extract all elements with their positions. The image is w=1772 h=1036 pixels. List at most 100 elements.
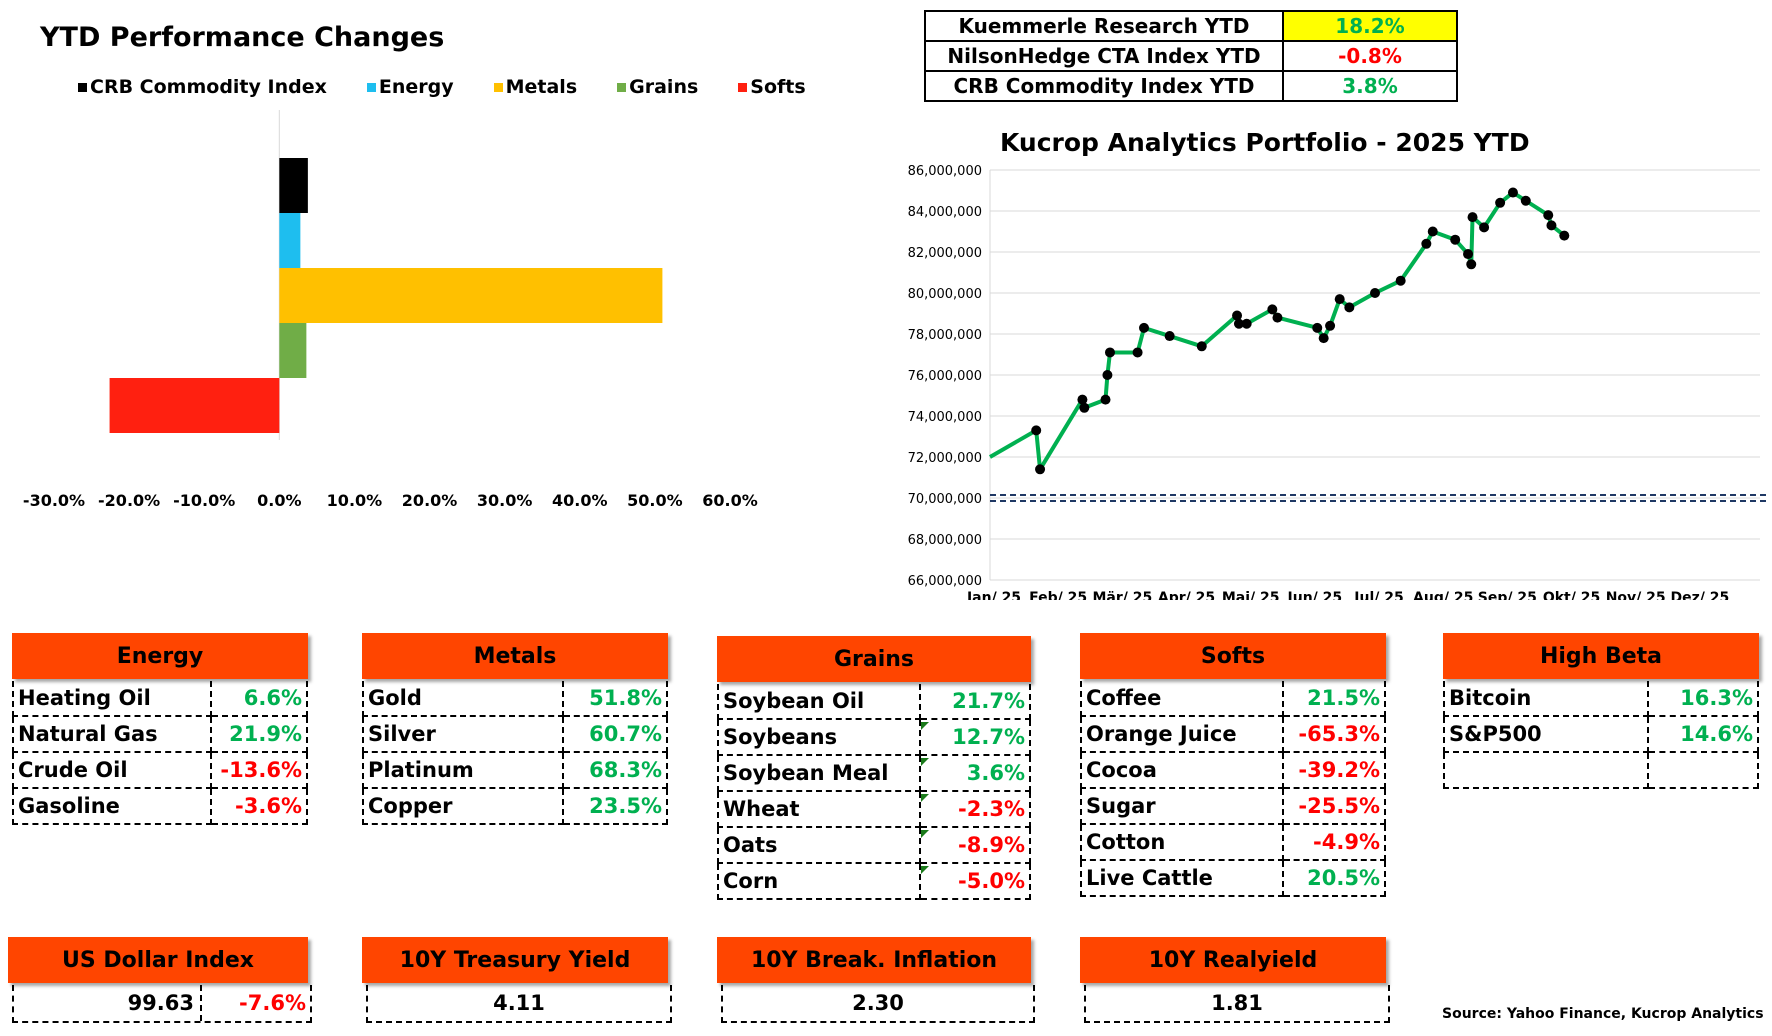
item-value-text: -3.6% bbox=[235, 794, 302, 818]
item-name: Sugar bbox=[1080, 788, 1284, 825]
ytd-row: NilsonHedge CTA Index YTD -0.8% bbox=[924, 40, 1458, 72]
ytd-label: CRB Commodity Index YTD bbox=[924, 70, 1284, 102]
table-row: Platinum 68.3% bbox=[362, 752, 668, 789]
item-value: -5.0% bbox=[920, 863, 1031, 900]
data-point bbox=[1233, 318, 1244, 329]
item-name: Corn bbox=[717, 863, 921, 900]
item-value-text: 12.7% bbox=[952, 725, 1025, 749]
legend-item: Metals bbox=[493, 76, 577, 98]
item-name: Heating Oil bbox=[12, 681, 212, 717]
item-name: Soybean Oil bbox=[717, 684, 921, 720]
bar-metals bbox=[279, 268, 663, 323]
table-row: Live Cattle 20.5% bbox=[1080, 860, 1386, 897]
macro-change: -7.6% bbox=[239, 991, 306, 1015]
macro-value: 4.11 bbox=[493, 991, 545, 1015]
item-value: 68.3% bbox=[563, 752, 668, 789]
x-tick-label: 0.0% bbox=[257, 491, 301, 510]
item-value-text: 21.9% bbox=[229, 722, 302, 746]
item-value-text: -2.3% bbox=[958, 797, 1025, 821]
10y-treasury-yield-header: 10Y Treasury Yield bbox=[362, 937, 668, 983]
data-point bbox=[1241, 318, 1252, 329]
grains-table: Soybean Oil 21.7% Soybeans 12.7% Soybean Mea… bbox=[717, 684, 1031, 900]
item-name: Cocoa bbox=[1080, 752, 1284, 789]
item-value: 12.7% bbox=[920, 719, 1031, 756]
item-name: Orange Juice bbox=[1080, 716, 1284, 753]
legend-label: Softs bbox=[750, 76, 806, 98]
data-point bbox=[1267, 304, 1278, 315]
comment-marker-icon bbox=[921, 794, 929, 802]
data-point bbox=[1035, 464, 1046, 475]
table-row: Gold 51.8% bbox=[362, 681, 668, 717]
item-value-text: -65.3% bbox=[1298, 722, 1380, 746]
us-dollar-index-header: US Dollar Index bbox=[8, 937, 308, 983]
portfolio-chart-title: Kucrop Analytics Portfolio - 2025 YTD bbox=[1000, 128, 1530, 157]
x-tick-label: 30.0% bbox=[477, 491, 533, 510]
data-point bbox=[1427, 226, 1438, 237]
y-tick-label: 78,000,000 bbox=[908, 328, 982, 343]
item-value: 60.7% bbox=[563, 716, 668, 753]
y-tick-label: 80,000,000 bbox=[908, 287, 982, 302]
x-tick-label: Sep/ 25 bbox=[1478, 590, 1537, 600]
bar-grains bbox=[279, 323, 307, 378]
data-point bbox=[1325, 320, 1336, 331]
legend-item: Energy bbox=[366, 76, 454, 98]
y-tick-label: 70,000,000 bbox=[908, 492, 982, 507]
item-value-text: 21.5% bbox=[1307, 686, 1380, 710]
y-tick-label: 82,000,000 bbox=[908, 246, 982, 261]
data-point bbox=[1232, 310, 1243, 321]
legend-label: Grains bbox=[629, 76, 699, 98]
data-point bbox=[1479, 222, 1490, 233]
bar-energy bbox=[279, 213, 301, 268]
table-row: Corn -5.0% bbox=[717, 863, 1031, 900]
performance-chart-title: YTD Performance Changes bbox=[40, 22, 445, 53]
table-row: Bitcoin 16.3% bbox=[1443, 681, 1759, 717]
bar-softs bbox=[109, 378, 280, 433]
source-note: Source: Yahoo Finance, Kucrop Analytics bbox=[1442, 1006, 1764, 1022]
item-name bbox=[1443, 752, 1649, 789]
legend-swatch bbox=[493, 82, 503, 92]
item-name: Bitcoin bbox=[1443, 681, 1649, 717]
table-row: Cotton -4.9% bbox=[1080, 824, 1386, 861]
data-point bbox=[1344, 302, 1355, 313]
legend-swatch bbox=[738, 82, 748, 92]
comment-marker-icon bbox=[921, 758, 929, 766]
table-row: Crude Oil -13.6% bbox=[12, 752, 308, 789]
ytd-row: CRB Commodity Index YTD 3.8% bbox=[924, 70, 1458, 102]
item-name: Gold bbox=[362, 681, 564, 717]
x-tick-label: Mai/ 25 bbox=[1222, 590, 1280, 600]
table-row: Soybean Meal 3.6% bbox=[717, 755, 1031, 792]
data-point bbox=[1079, 402, 1090, 413]
metals-table: Gold 51.8% Silver 60.7% Platinum 68.3% Copper 2… bbox=[362, 681, 668, 825]
x-tick-label: 20.0% bbox=[402, 491, 458, 510]
data-point bbox=[1102, 370, 1113, 380]
table-row: Soybeans 12.7% bbox=[717, 719, 1031, 756]
table-row: Silver 60.7% bbox=[362, 716, 668, 753]
x-tick-label: 50.0% bbox=[627, 491, 683, 510]
item-value-text: 6.6% bbox=[243, 686, 302, 710]
x-tick-label: Jul/ 25 bbox=[1353, 590, 1403, 600]
item-name: Coffee bbox=[1080, 681, 1284, 717]
portfolio-series-line bbox=[989, 190, 1566, 472]
x-tick-label: Mär/ 25 bbox=[1092, 590, 1152, 600]
item-value: 21.7% bbox=[920, 684, 1031, 720]
x-tick-label: -30.0% bbox=[23, 491, 85, 510]
data-point bbox=[1318, 333, 1329, 344]
ytd-value: 3.8% bbox=[1282, 70, 1458, 102]
item-name: Live Cattle bbox=[1080, 860, 1284, 897]
legend-item: CRB Commodity Index bbox=[78, 76, 327, 98]
data-point bbox=[1543, 210, 1554, 221]
item-value: -4.9% bbox=[1283, 824, 1386, 861]
item-value: 21.9% bbox=[211, 716, 308, 753]
item-value-text: -25.5% bbox=[1298, 794, 1380, 818]
macro-value: 2.30 bbox=[852, 991, 904, 1015]
high-beta-table: Bitcoin 16.3% S&P500 14.6% bbox=[1443, 681, 1759, 789]
10y-breakeven-inflation-row: 2.30 bbox=[721, 985, 1035, 1023]
y-tick-label: 66,000,000 bbox=[908, 574, 982, 589]
data-point bbox=[1139, 322, 1149, 333]
ytd-label: Kuemmerle Research YTD bbox=[924, 10, 1284, 42]
item-value: 3.6% bbox=[920, 755, 1031, 792]
x-tick-label: Jun/ 25 bbox=[1287, 590, 1343, 600]
table-row: Cocoa -39.2% bbox=[1080, 752, 1386, 789]
y-tick-label: 68,000,000 bbox=[908, 533, 982, 548]
data-point bbox=[1467, 212, 1478, 223]
